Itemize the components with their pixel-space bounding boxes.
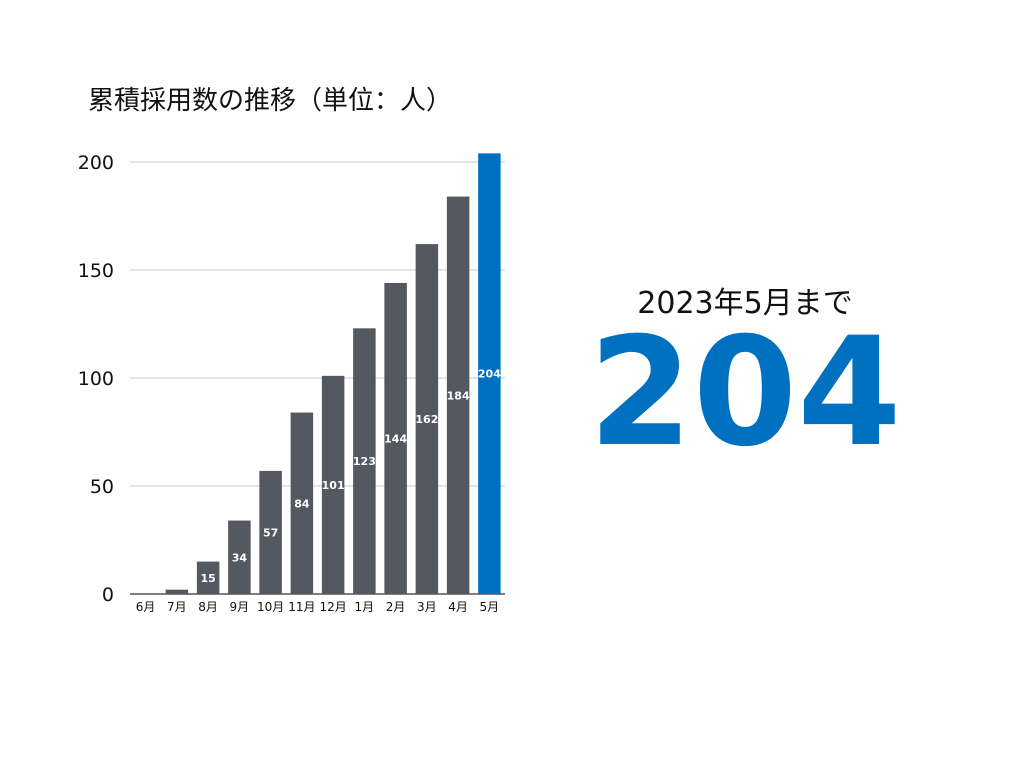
x-tick-label: 9月 — [230, 600, 250, 614]
bar-value-label: 123 — [353, 455, 376, 468]
x-tick-label: 7月 — [167, 600, 187, 614]
bar-value-label: 34 — [232, 551, 248, 564]
bar-value-label: 57 — [263, 526, 278, 539]
y-tick-label: 200 — [78, 152, 114, 174]
bar — [478, 153, 501, 595]
bar — [196, 561, 220, 594]
bar — [353, 328, 376, 594]
bar — [321, 375, 345, 594]
y-tick-label: 150 — [78, 260, 114, 282]
chart-title: 累積採用数の推移（単位：人） — [88, 86, 453, 116]
x-tick-label: 10月 — [257, 600, 284, 614]
summary-value: 204 — [588, 306, 902, 480]
x-tick-label: 4月 — [448, 600, 468, 614]
x-tick-label: 12月 — [319, 600, 346, 614]
y-tick-label: 0 — [102, 584, 114, 606]
x-tick-label: 3月 — [417, 600, 437, 614]
x-tick-label: 2月 — [386, 600, 406, 614]
y-tick-label: 100 — [78, 368, 114, 390]
bar-value-label: 184 — [447, 389, 470, 402]
bar — [415, 244, 439, 594]
x-tick-label: 8月 — [198, 600, 218, 614]
x-axis-ticks: 6月 7月 8月 9月 10月 11月 12月 1月 2月 3月 4月 5月 — [136, 600, 499, 614]
bar — [446, 196, 470, 594]
x-tick-label: 6月 — [136, 600, 156, 614]
bar-value-label: 204 — [478, 368, 501, 381]
x-tick-label: 11月 — [288, 600, 315, 614]
y-axis-ticks: 0 50 100 150 200 — [78, 152, 114, 606]
bar — [384, 282, 407, 594]
bar-value-label: 162 — [415, 413, 438, 426]
bar — [259, 470, 282, 594]
bar-value-label: 144 — [384, 432, 407, 445]
x-tick-label: 5月 — [480, 600, 500, 614]
bar-value-labels: 15 34 57 84 101 123 144 162 184 204 — [200, 368, 501, 585]
gridlines — [130, 161, 505, 595]
bar — [165, 589, 189, 594]
bar-value-label: 15 — [200, 572, 215, 585]
bar-value-label: 101 — [322, 479, 345, 492]
bar-value-label: 84 — [294, 497, 310, 510]
bars — [165, 153, 501, 595]
x-tick-label: 1月 — [355, 600, 375, 614]
summary-caption: 2023年5月まで — [637, 286, 853, 321]
bar — [290, 412, 314, 594]
y-tick-label: 50 — [90, 476, 114, 498]
bar — [228, 520, 251, 594]
